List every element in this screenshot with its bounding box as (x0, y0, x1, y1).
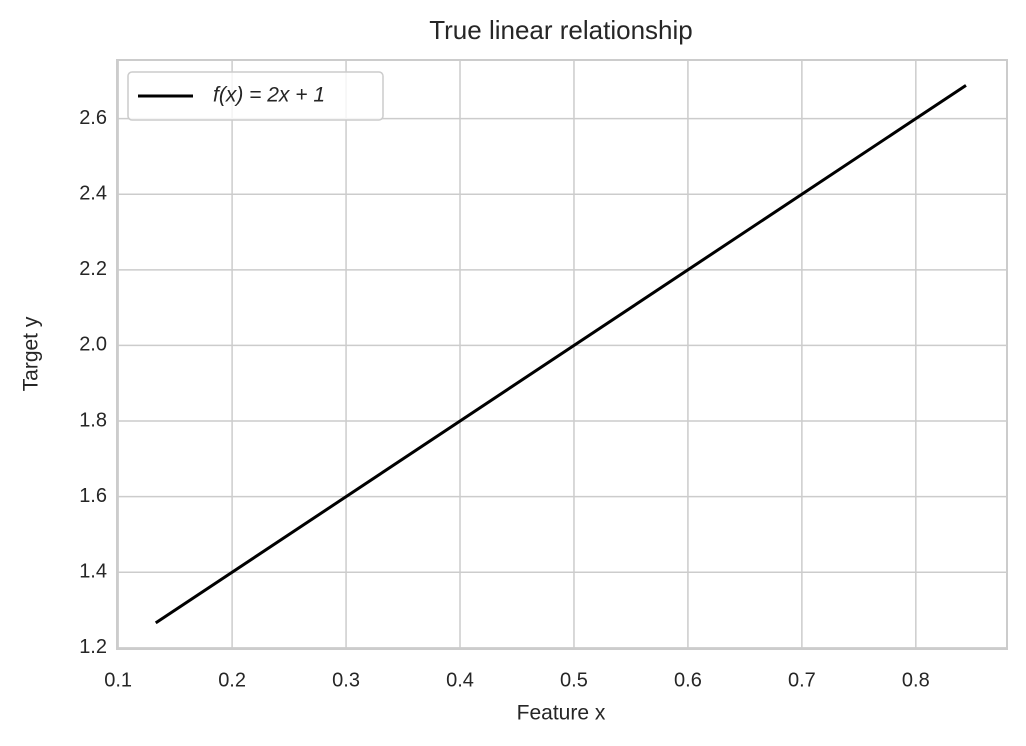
y-tick-label: 2.2 (79, 258, 107, 280)
y-tick-label: 2.0 (79, 334, 107, 356)
x-axis-label: Feature x (517, 702, 606, 725)
x-tick-label: 0.5 (560, 669, 588, 691)
x-tick-label: 0.7 (788, 669, 816, 691)
y-tick-label: 1.6 (79, 485, 107, 507)
x-tick-label: 0.1 (104, 669, 132, 691)
x-tick-label: 0.8 (902, 669, 930, 691)
y-tick-label: 1.4 (79, 561, 107, 583)
x-tick-label: 0.6 (674, 669, 702, 691)
legend-box (127, 71, 384, 121)
chart-title: True linear relationship (429, 15, 693, 45)
x-tick-label: 0.4 (446, 669, 474, 691)
y-tick-label: 2.6 (79, 107, 107, 129)
legend-label: f(x) = 2x + 1 (213, 84, 325, 107)
line (154, 84, 967, 625)
x-tick-label: 0.3 (332, 669, 360, 691)
plot-frame (116, 59, 1008, 650)
y-axis-label: Target y (20, 316, 43, 391)
x-tick-label: 0.2 (218, 669, 246, 691)
y-tick-label: 1.8 (79, 409, 107, 431)
y-tick-label: 2.4 (79, 182, 107, 204)
y-tick-label: 1.2 (79, 636, 107, 658)
